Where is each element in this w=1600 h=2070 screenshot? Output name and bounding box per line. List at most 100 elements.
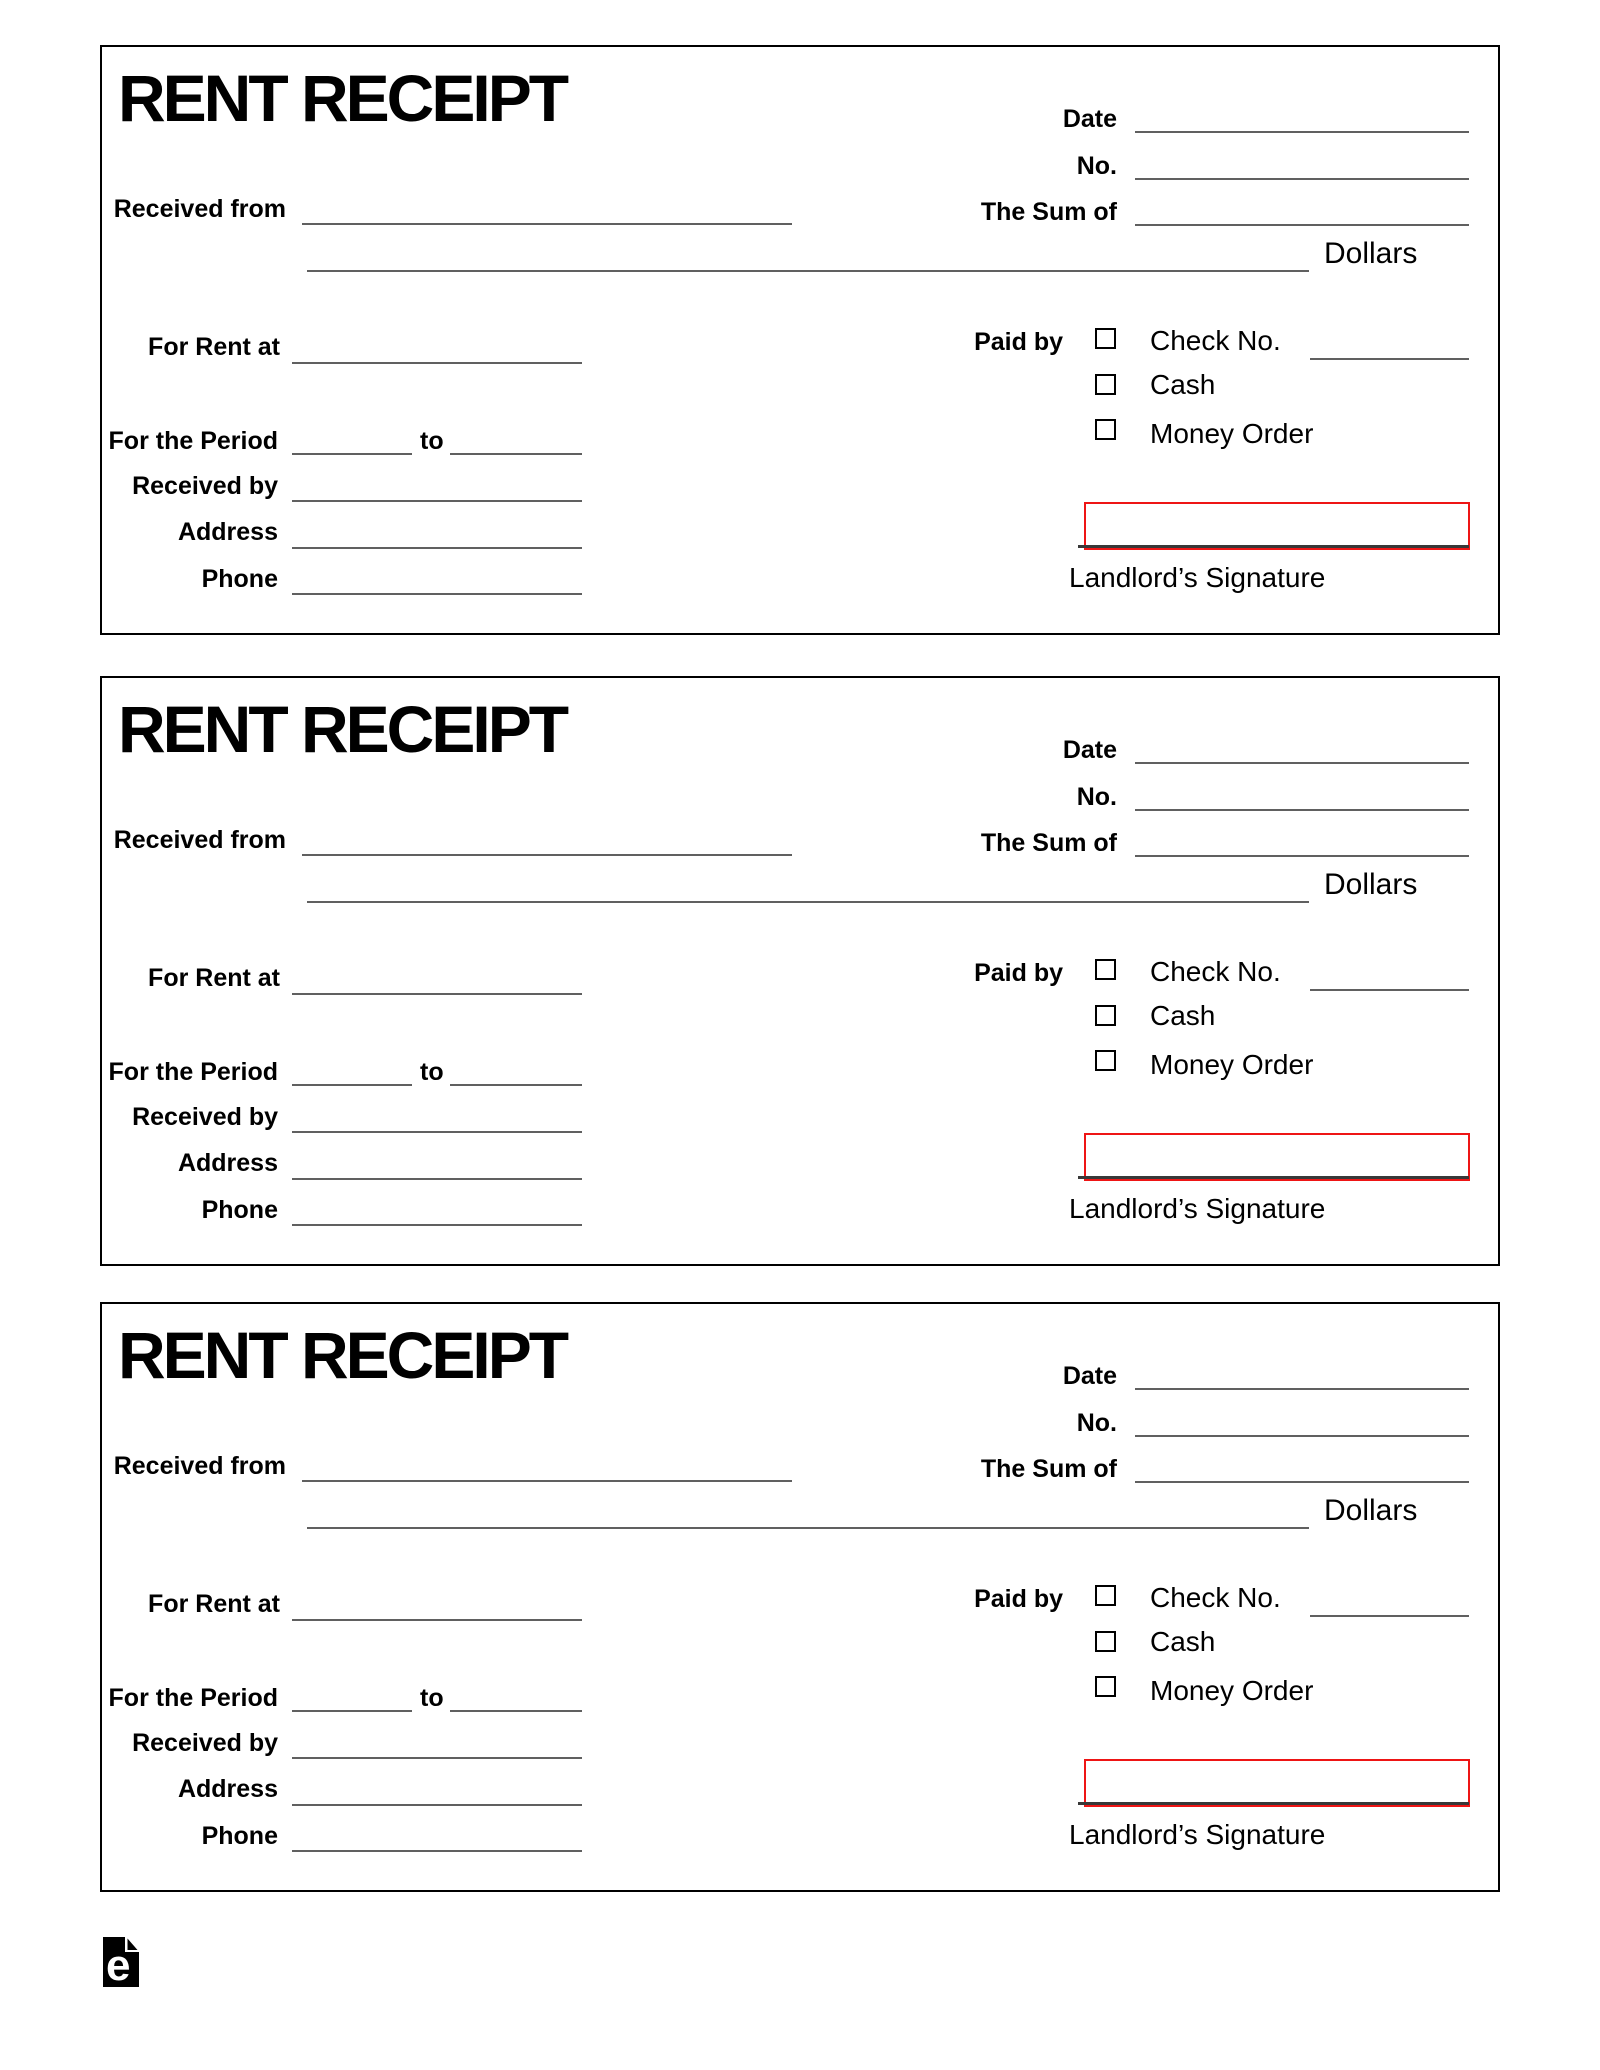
receipt-number-field-line[interactable]	[1135, 809, 1469, 833]
period-to-label: to	[420, 1684, 444, 1712]
receipt-number-label: No.	[1076, 152, 1117, 180]
sum-label: The Sum of	[980, 829, 1117, 857]
money-order-label: Money Order	[1150, 1049, 1314, 1080]
rent-receipt-block: RENT RECEIPT Date No. The Sum of Receive…	[100, 676, 1500, 1266]
receipt-number-label: No.	[1076, 783, 1117, 811]
for-rent-at-label: For Rent at	[148, 1590, 280, 1618]
check-no-checkbox[interactable]	[1095, 328, 1116, 349]
for-the-period-label: For the Period	[108, 1058, 278, 1086]
money-order-checkbox[interactable]	[1095, 1050, 1116, 1071]
phone-field-line[interactable]	[292, 1850, 582, 1874]
folded-corner	[127, 1938, 138, 1950]
received-from-label: Received from	[113, 1452, 286, 1480]
money-order-checkbox[interactable]	[1095, 1676, 1116, 1697]
receipt-number-field-line[interactable]	[1135, 178, 1469, 202]
phone-field-line[interactable]	[292, 1224, 582, 1248]
sum-field-line[interactable]	[1135, 1481, 1469, 1505]
sum-label: The Sum of	[980, 1455, 1117, 1483]
dollars-label: Dollars	[1324, 237, 1418, 270]
paid-by-label: Paid by	[974, 959, 1063, 987]
landlords-signature-label: Landlord’s Signature	[1069, 562, 1326, 593]
received-by-field-line[interactable]	[292, 1131, 582, 1155]
sum-field-line[interactable]	[1135, 855, 1469, 879]
check-no-field-line[interactable]	[1310, 1615, 1469, 1639]
money-order-label: Money Order	[1150, 418, 1314, 449]
received-by-label: Received by	[132, 472, 278, 500]
date-label: Date	[1062, 105, 1117, 133]
phone-label: Phone	[201, 1196, 278, 1224]
rent-receipt-block: RENT RECEIPT Date No. The Sum of Receive…	[100, 1302, 1500, 1892]
phone-label: Phone	[201, 565, 278, 593]
cash-label: Cash	[1150, 1000, 1216, 1031]
date-label: Date	[1062, 736, 1117, 764]
for-rent-at-field-line[interactable]	[292, 362, 582, 386]
period-to-field-line[interactable]	[450, 453, 582, 477]
address-label: Address	[177, 1775, 278, 1803]
for-rent-at-label: For Rent at	[148, 333, 280, 361]
address-field-line[interactable]	[292, 547, 582, 571]
date-field-line[interactable]	[1135, 1388, 1469, 1412]
for-rent-at-field-line[interactable]	[292, 993, 582, 1017]
logo-letter-e: e	[106, 1941, 130, 1987]
signature-line	[1078, 545, 1469, 569]
rent-receipt-block: RENT RECEIPT Date No. The Sum of Receive…	[100, 45, 1500, 635]
paid-by-label: Paid by	[974, 328, 1063, 356]
received-by-label: Received by	[132, 1103, 278, 1131]
period-from-field-line[interactable]	[292, 1084, 412, 1108]
signature-line	[1078, 1176, 1469, 1200]
for-the-period-label: For the Period	[108, 1684, 278, 1712]
check-no-field-line[interactable]	[1310, 989, 1469, 1013]
date-field-line[interactable]	[1135, 131, 1469, 155]
period-from-field-line[interactable]	[292, 1710, 412, 1734]
date-label: Date	[1062, 1362, 1117, 1390]
landlord-signature-field[interactable]	[1084, 502, 1470, 550]
sum-label: The Sum of	[980, 198, 1117, 226]
paid-by-label: Paid by	[974, 1585, 1063, 1613]
check-no-label: Check No.	[1150, 956, 1281, 987]
for-the-period-label: For the Period	[108, 427, 278, 455]
address-label: Address	[177, 1149, 278, 1177]
landlord-signature-field[interactable]	[1084, 1133, 1470, 1181]
date-field-line[interactable]	[1135, 762, 1469, 786]
phone-label: Phone	[201, 1822, 278, 1850]
for-rent-at-field-line[interactable]	[292, 1619, 582, 1643]
landlords-signature-label: Landlord’s Signature	[1069, 1819, 1326, 1850]
period-to-label: to	[420, 427, 444, 455]
amount-in-words-field-line[interactable]	[307, 901, 1309, 925]
address-label: Address	[177, 518, 278, 546]
signature-line	[1078, 1802, 1469, 1826]
for-rent-at-label: For Rent at	[148, 964, 280, 992]
phone-field-line[interactable]	[292, 593, 582, 617]
address-field-line[interactable]	[292, 1178, 582, 1202]
cash-checkbox[interactable]	[1095, 1631, 1116, 1652]
received-by-field-line[interactable]	[292, 1757, 582, 1781]
receipt-number-field-line[interactable]	[1135, 1435, 1469, 1459]
received-from-field-line[interactable]	[302, 854, 792, 878]
check-no-checkbox[interactable]	[1095, 959, 1116, 980]
receipt-title: RENT RECEIPT	[118, 61, 569, 135]
cash-checkbox[interactable]	[1095, 374, 1116, 395]
eforms-document-logo: e	[103, 1937, 139, 1987]
document-shape	[103, 1937, 139, 1987]
period-from-field-line[interactable]	[292, 453, 412, 477]
check-no-field-line[interactable]	[1310, 358, 1469, 382]
received-from-field-line[interactable]	[302, 1480, 792, 1504]
receipt-title: RENT RECEIPT	[118, 1318, 569, 1392]
amount-in-words-field-line[interactable]	[307, 1527, 1309, 1551]
cash-label: Cash	[1150, 369, 1216, 400]
check-no-checkbox[interactable]	[1095, 1585, 1116, 1606]
received-by-label: Received by	[132, 1729, 278, 1757]
amount-in-words-field-line[interactable]	[307, 270, 1309, 294]
period-to-field-line[interactable]	[450, 1710, 582, 1734]
received-by-field-line[interactable]	[292, 500, 582, 524]
cash-checkbox[interactable]	[1095, 1005, 1116, 1026]
received-from-field-line[interactable]	[302, 223, 792, 247]
period-to-label: to	[420, 1058, 444, 1086]
address-field-line[interactable]	[292, 1804, 582, 1828]
landlords-signature-label: Landlord’s Signature	[1069, 1193, 1326, 1224]
landlord-signature-field[interactable]	[1084, 1759, 1470, 1807]
period-to-field-line[interactable]	[450, 1084, 582, 1108]
receipt-title: RENT RECEIPT	[118, 692, 569, 766]
sum-field-line[interactable]	[1135, 224, 1469, 248]
money-order-checkbox[interactable]	[1095, 419, 1116, 440]
